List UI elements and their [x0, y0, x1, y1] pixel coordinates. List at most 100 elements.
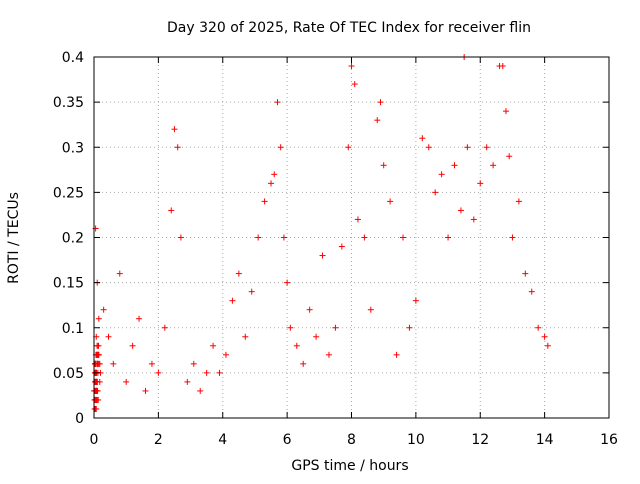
data-point	[338, 243, 345, 250]
x-tick-label: 0	[90, 432, 99, 448]
x-tick-label: 4	[218, 432, 227, 448]
data-point	[293, 342, 300, 349]
data-point	[319, 252, 326, 259]
data-point	[332, 324, 339, 331]
data-point	[361, 234, 368, 241]
data-point	[216, 369, 223, 376]
data-point	[123, 378, 130, 385]
data-point	[380, 162, 387, 169]
data-point	[499, 63, 506, 70]
data-point	[142, 387, 149, 394]
data-point	[197, 387, 204, 394]
data-point	[419, 135, 426, 142]
data-point	[470, 216, 477, 223]
data-point	[541, 333, 548, 340]
data-point	[95, 315, 102, 322]
data-point	[171, 126, 178, 133]
data-point	[515, 198, 522, 205]
x-tick-label: 16	[600, 432, 618, 448]
data-point	[242, 333, 249, 340]
data-point	[100, 306, 107, 313]
data-point	[274, 99, 281, 106]
data-point	[306, 306, 313, 313]
x-tick-label: 12	[471, 432, 489, 448]
data-point	[477, 180, 484, 187]
grid-layer	[94, 57, 609, 418]
data-point	[377, 99, 384, 106]
y-tick-label: 0.4	[62, 50, 84, 66]
data-point	[451, 162, 458, 169]
data-point	[367, 306, 374, 313]
data-point	[94, 342, 101, 349]
data-point	[129, 342, 136, 349]
x-tick-label: 6	[283, 432, 292, 448]
data-point	[268, 180, 275, 187]
data-point	[313, 333, 320, 340]
data-point	[464, 144, 471, 151]
data-point	[277, 144, 284, 151]
data-point	[203, 369, 210, 376]
data-point	[161, 324, 168, 331]
data-point	[261, 198, 268, 205]
data-point	[438, 171, 445, 178]
data-point	[91, 378, 98, 385]
data-point	[91, 360, 98, 367]
y-tick-label: 0.3	[62, 140, 84, 156]
data-point	[116, 270, 123, 277]
x-axis-label: GPS time / hours	[291, 458, 408, 474]
data-point	[503, 108, 509, 115]
data-point	[400, 234, 406, 241]
x-tick-label: 8	[347, 432, 356, 448]
x-tick-label: 10	[407, 432, 425, 448]
data-point	[348, 63, 355, 70]
data-point	[210, 342, 217, 349]
data-point	[483, 144, 490, 151]
data-point	[509, 234, 516, 241]
data-point	[136, 315, 143, 322]
data-point	[522, 270, 529, 277]
x-tick-label: 2	[154, 432, 163, 448]
data-point	[374, 117, 381, 124]
data-point	[148, 360, 155, 367]
data-point	[174, 144, 181, 151]
data-point	[425, 144, 432, 151]
data-point	[284, 279, 291, 286]
y-tick-label: 0.05	[53, 366, 84, 382]
data-point	[91, 405, 98, 412]
data-point	[105, 333, 112, 340]
data-point	[229, 297, 236, 304]
data-point	[255, 234, 262, 241]
y-tick-label: 0.2	[62, 231, 84, 247]
data-point	[222, 351, 229, 358]
data-point	[280, 234, 287, 241]
data-point	[406, 324, 413, 331]
data-point	[445, 234, 452, 241]
data-point	[271, 171, 278, 178]
data-point	[351, 81, 358, 88]
data-point	[184, 378, 191, 385]
data-point	[110, 360, 117, 367]
data-point	[91, 396, 98, 403]
y-axis-label: ROTI / TECUs	[6, 192, 22, 284]
data-point	[168, 207, 175, 214]
data-point	[94, 351, 101, 358]
data-point	[155, 369, 162, 376]
data-point	[412, 297, 419, 304]
data-point	[325, 351, 332, 358]
data-point	[506, 153, 513, 160]
data-point	[432, 189, 439, 196]
data-point	[393, 351, 400, 358]
data-point	[528, 288, 535, 295]
ticks-layer: 0 2 4 6 8 10 12 14 16 0 0.05 0.1 0.15 0.2 0.25 0.3 0.35 0…	[53, 50, 618, 448]
y-tick-label: 0.25	[53, 185, 84, 201]
y-tick-label: 0.35	[53, 95, 84, 111]
data-point	[287, 324, 294, 331]
data-point	[300, 360, 307, 367]
data-point	[235, 270, 242, 277]
data-point	[177, 234, 184, 241]
data-point	[457, 207, 464, 214]
data-point	[535, 324, 542, 331]
x-tick-label: 14	[536, 432, 554, 448]
